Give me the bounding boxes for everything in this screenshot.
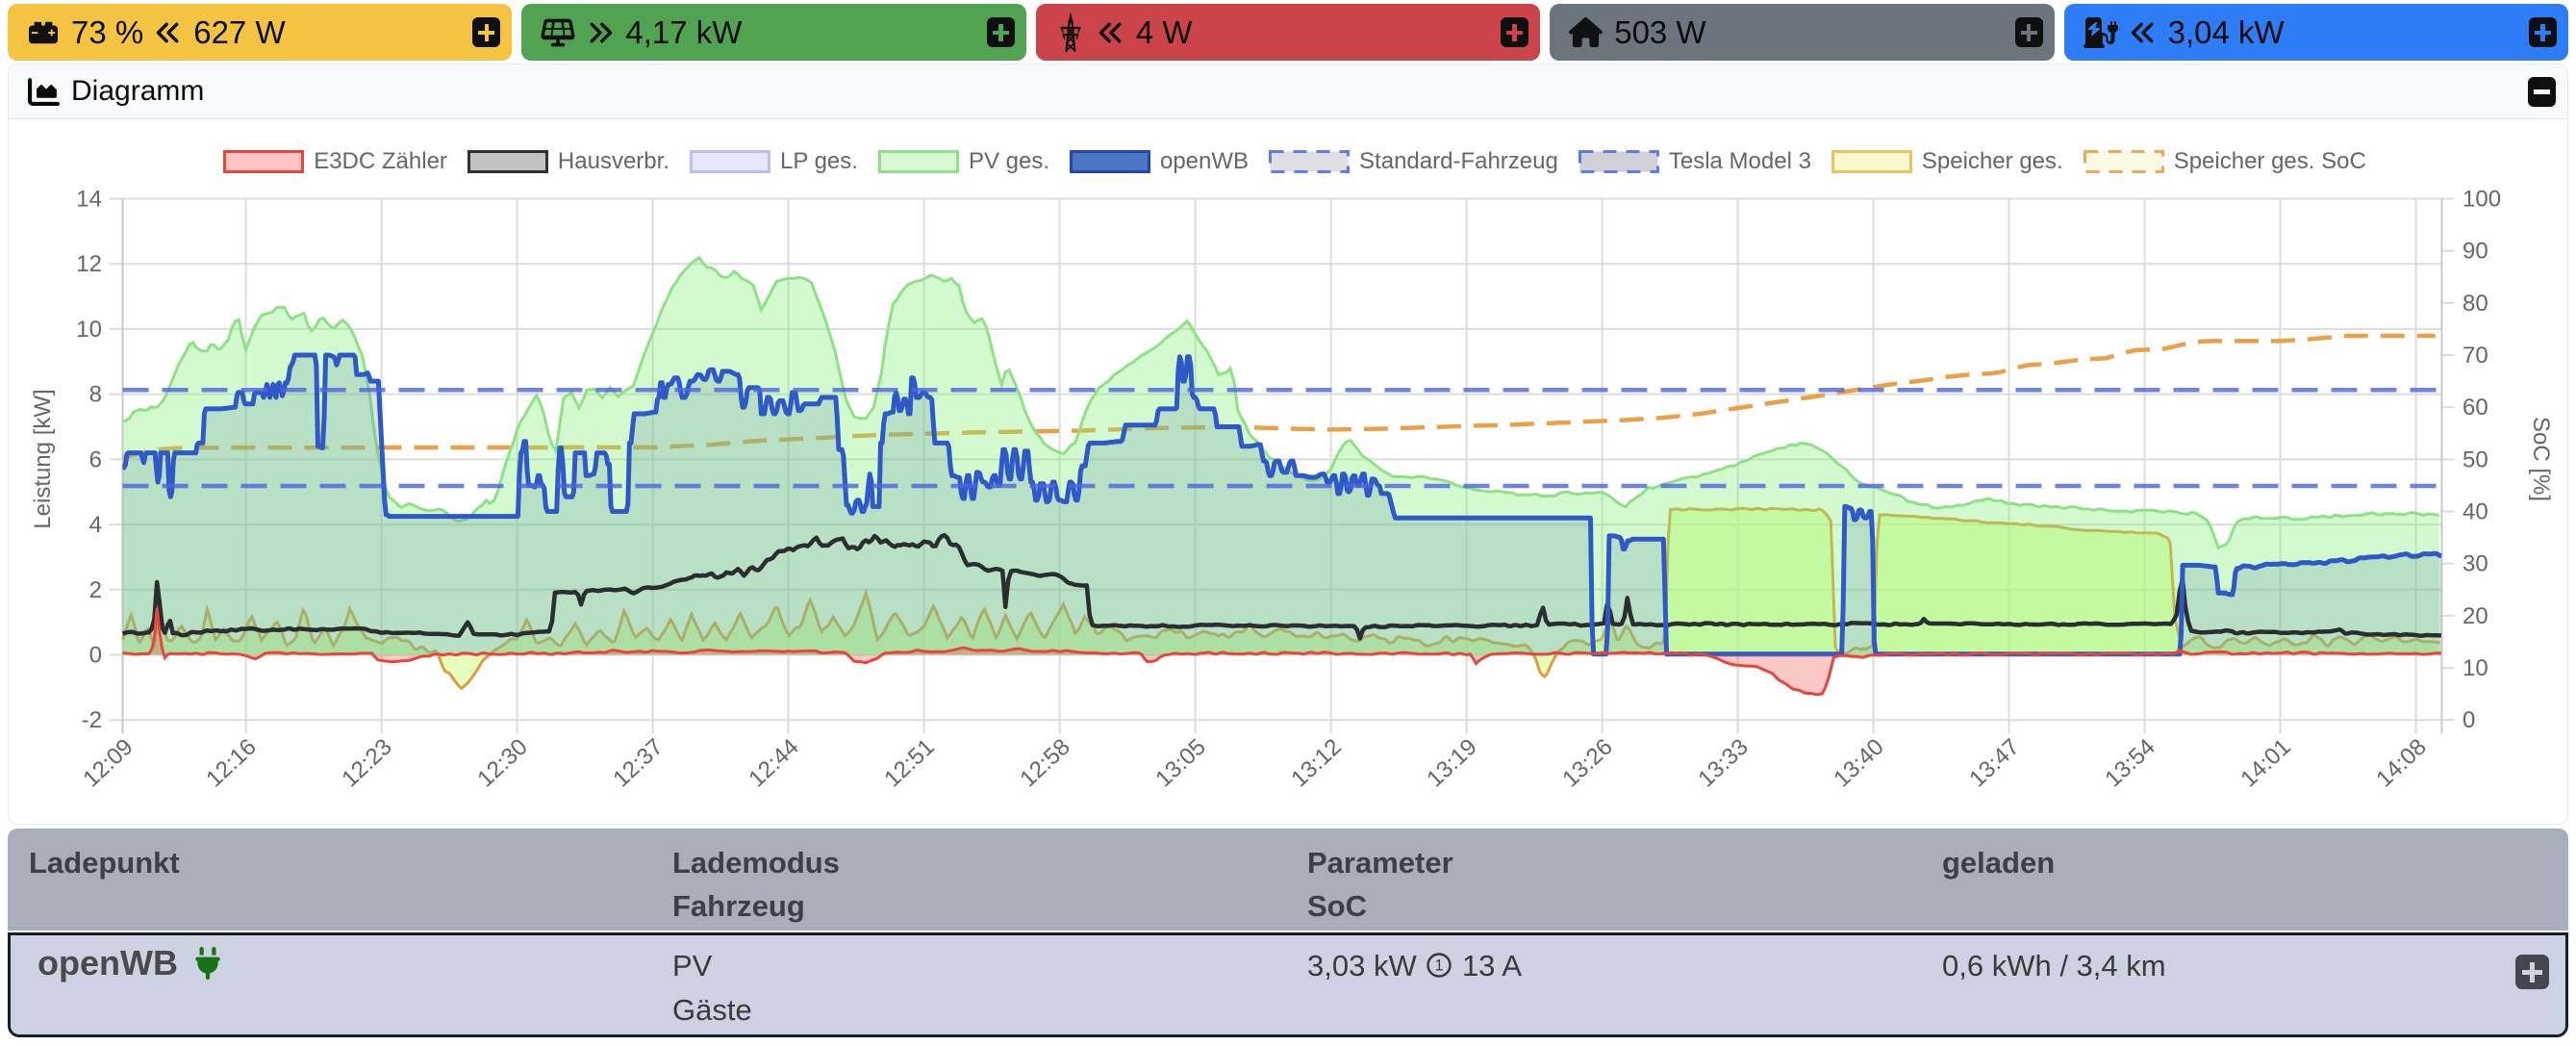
svg-text:1: 1	[1435, 957, 1444, 975]
